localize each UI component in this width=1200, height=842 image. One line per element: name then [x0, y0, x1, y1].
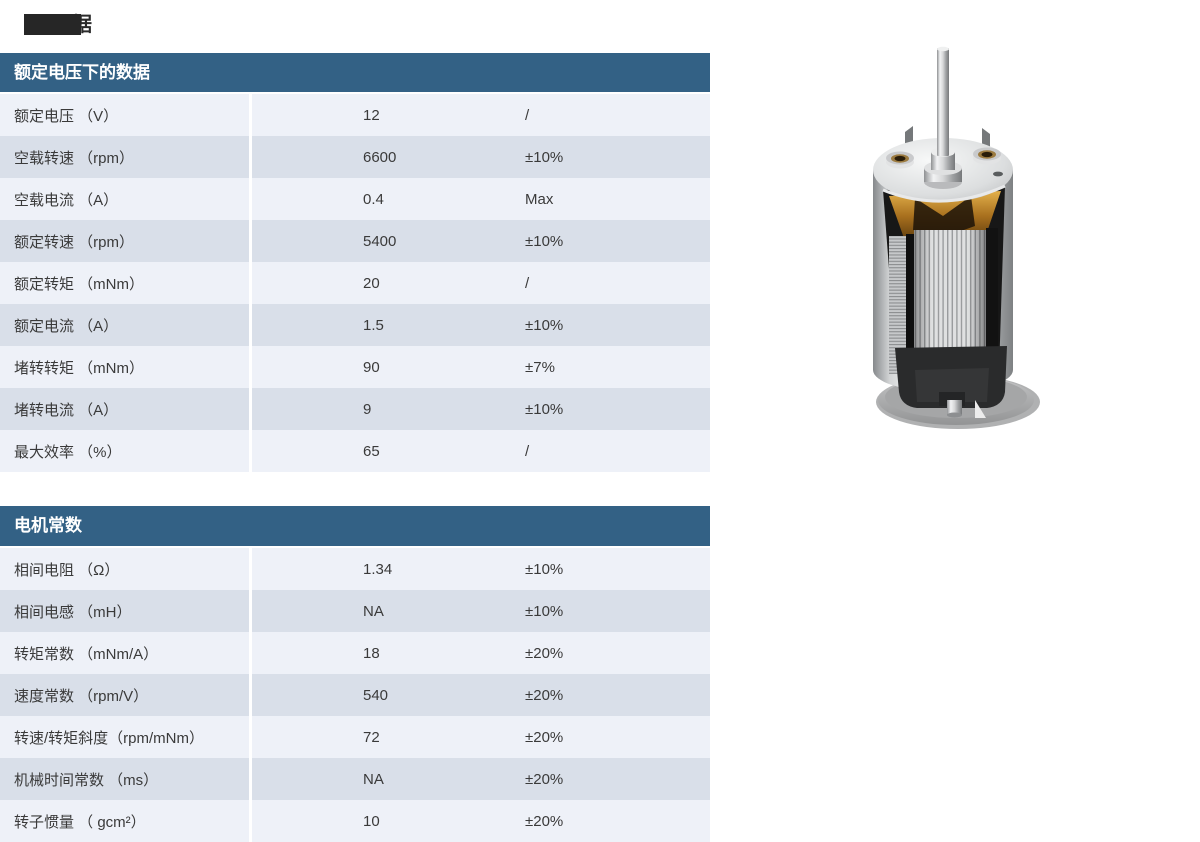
table-row: 相间电阻 （Ω） 1.34 ±10% [0, 548, 710, 590]
redacted-page-title: 据 [24, 12, 114, 38]
table-header: 额定电压下的数据 [0, 53, 710, 92]
cell-value: 18 [363, 644, 380, 662]
redaction-box [24, 14, 81, 35]
table-row: 空载电流 （A） 0.4 Max [0, 178, 710, 220]
cell-label: 堵转转矩 （mNm） [14, 359, 144, 377]
table-row: 空载转速 （rpm） 6600 ±10% [0, 136, 710, 178]
cell-tolerance: / [525, 106, 530, 124]
column-divider [249, 548, 252, 842]
table-header: 电机常数 [0, 506, 710, 546]
cell-value: 1.5 [363, 316, 384, 334]
cell-value: 6600 [363, 148, 397, 166]
table-row: 最大效率 （%） 65 / [0, 430, 710, 472]
cell-value: 90 [363, 358, 380, 376]
table-row: 机械时间常数 （ms） NA ±20% [0, 758, 710, 800]
cell-value: 0.4 [363, 190, 384, 208]
cell-value: NA [363, 770, 384, 788]
cell-label: 机械时间常数 （ms） [14, 771, 159, 789]
cell-value: 10 [363, 812, 380, 830]
table-body: 额定电压 （V） 12 / 空载转速 （rpm） 6600 ±10% 空载电流 （A） 0.4… [0, 94, 710, 472]
cell-value: 540 [363, 686, 389, 704]
motor-constants-table: 电机常数 相间电阻 （Ω） 1.34 ±10% 相间电感 （mH） NA ±10% 转矩常数… [0, 506, 710, 842]
cell-tolerance: / [525, 274, 530, 292]
cell-label: 转子惯量 （ gcm²） [14, 813, 146, 831]
table-row: 转矩常数 （mNm/A） 18 ±20% [0, 632, 710, 674]
cell-tolerance: ±20% [525, 644, 564, 662]
cell-tolerance: ±20% [525, 686, 564, 704]
cell-label: 额定转速 （rpm） [14, 233, 135, 251]
table-row: 转速/转矩斜度（rpm/mNm） 72 ±20% [0, 716, 710, 758]
table-row: 转子惯量 （ gcm²） 10 ±20% [0, 800, 710, 842]
column-divider [249, 94, 252, 472]
cell-value: 12 [363, 106, 380, 124]
cell-label: 相间电感 （mH） [14, 603, 132, 621]
table-row: 速度常数 （rpm/V） 540 ±20% [0, 674, 710, 716]
motor-product-image [855, 40, 1050, 440]
cell-label: 转速/转矩斜度（rpm/mNm） [14, 729, 204, 747]
table-row: 堵转电流 （A） 9 ±10% [0, 388, 710, 430]
cell-value: NA [363, 602, 384, 620]
motor-cutaway-illustration [873, 46, 1040, 429]
cell-label: 空载转速 （rpm） [14, 149, 135, 167]
cell-tolerance: ±20% [525, 770, 564, 788]
cell-label: 空载电流 （A） [14, 191, 119, 209]
cell-value: 20 [363, 274, 380, 292]
cell-tolerance: ±7% [525, 358, 555, 376]
cell-tolerance: / [525, 442, 530, 460]
table-row: 额定电压 （V） 12 / [0, 94, 710, 136]
cell-tolerance: ±10% [525, 602, 564, 620]
cell-label: 最大效率 （%） [14, 443, 122, 461]
cell-label: 速度常数 （rpm/V） [14, 687, 149, 705]
table-body: 相间电阻 （Ω） 1.34 ±10% 相间电感 （mH） NA ±10% 转矩常数 （mNm… [0, 548, 710, 842]
table-row: 相间电感 （mH） NA ±10% [0, 590, 710, 632]
cell-tolerance: ±20% [525, 728, 564, 746]
cell-value: 72 [363, 728, 380, 746]
cell-tolerance: ±10% [525, 560, 564, 578]
cell-label: 转矩常数 （mNm/A） [14, 645, 159, 663]
cell-label: 额定电流 （A） [14, 317, 119, 335]
cell-tolerance: ±10% [525, 400, 564, 418]
cell-tolerance: ±10% [525, 232, 564, 250]
cell-tolerance: ±10% [525, 316, 564, 334]
cell-label: 额定转矩 （mNm） [14, 275, 144, 293]
cell-label: 额定电压 （V） [14, 107, 119, 125]
cell-tolerance: ±10% [525, 148, 564, 166]
table-row: 额定转速 （rpm） 5400 ±10% [0, 220, 710, 262]
cell-tolerance: ±20% [525, 812, 564, 830]
rated-voltage-table: 额定电压下的数据 额定电压 （V） 12/空载转速 （rpm） 6600 ±10% 空载… [0, 53, 710, 472]
cell-label: 堵转电流 （A） [14, 401, 119, 419]
table-row: 额定电流 （A） 1.5 ±10% [0, 304, 710, 346]
cell-value: 5400 [363, 232, 397, 250]
cell-value: 65 [363, 442, 380, 460]
cell-value: 9 [363, 400, 372, 418]
cell-tolerance: Max [525, 190, 554, 208]
cell-label: 相间电阻 （Ω） [14, 561, 120, 579]
cell-value: 1.34 [363, 560, 393, 578]
table-row: 额定转矩 （mNm） 20 / [0, 262, 710, 304]
table-row: 堵转转矩 （mNm） 90 ±7% [0, 346, 710, 388]
